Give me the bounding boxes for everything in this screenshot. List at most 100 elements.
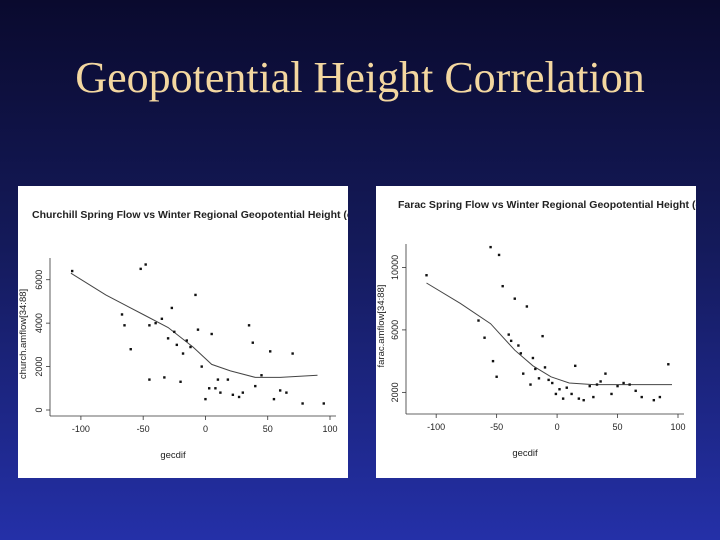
churchill-data-point	[210, 332, 213, 336]
churchill-data-point	[219, 391, 222, 394]
churchill-smooth-line	[70, 272, 318, 378]
farac-data-point	[537, 377, 541, 380]
farac-y-axis-label: farac.amflow[34:88]	[376, 285, 387, 368]
farac-data-point	[534, 367, 537, 371]
farac-data-point	[513, 297, 516, 300]
churchill-x-tick-label: 100	[322, 424, 337, 434]
churchill-data-point	[196, 328, 200, 331]
churchill-data-point	[204, 397, 207, 401]
churchill-data-point	[166, 337, 170, 340]
churchill-x-axis-label: gecdif	[160, 450, 186, 461]
slide-title: Geopotential Height Correlation	[75, 53, 645, 102]
churchill-data-point	[181, 352, 185, 355]
farac-smooth-line	[426, 282, 672, 386]
churchill-data-point	[241, 391, 245, 394]
churchill-y-tick-label: 6000	[34, 270, 44, 290]
farac-data-point	[497, 253, 501, 257]
farac-data-point	[551, 381, 554, 385]
farac-data-point	[507, 333, 510, 336]
farac-data-point	[491, 359, 495, 363]
farac-x-tick-label: 0	[555, 422, 560, 432]
farac-data-point	[525, 305, 529, 308]
farac-data-point	[543, 366, 547, 369]
farac-data-point	[577, 397, 581, 400]
farac-data-point	[519, 352, 523, 355]
farac-data-point	[634, 389, 637, 393]
farac-data-point	[483, 336, 486, 339]
farac-data-point	[517, 344, 520, 347]
churchill-data-point	[179, 380, 182, 383]
farac-data-point	[541, 334, 544, 338]
churchill-data-point	[185, 339, 188, 342]
churchill-x-tick-label: -100	[72, 424, 90, 434]
farac-chart-title: Farac Spring Flow vs Winter Regional Geo…	[398, 199, 696, 211]
farac-data-point	[640, 395, 643, 399]
churchill-data-point	[285, 391, 288, 394]
farac-data-point	[622, 381, 625, 385]
churchill-data-point	[291, 352, 294, 355]
churchill-data-point	[173, 330, 176, 334]
churchill-data-point	[163, 376, 166, 379]
farac-data-point	[582, 398, 585, 402]
churchill-y-tick-label: 2000	[34, 357, 44, 377]
farac-data-point	[570, 392, 573, 396]
farac-data-point	[477, 319, 480, 322]
churchill-data-point	[237, 395, 241, 399]
farac-data-point	[658, 395, 662, 399]
farac-data-point	[489, 245, 492, 249]
farac-data-point	[529, 383, 532, 386]
churchill-data-point	[278, 389, 282, 392]
churchill-data-point	[120, 313, 124, 316]
farac-data-point	[604, 372, 607, 375]
churchill-scatter-plot: Churchill Spring Flow vs Winter Regional…	[18, 209, 397, 461]
churchill-x-tick-label: 50	[263, 424, 273, 434]
farac-data-point	[522, 372, 525, 375]
churchill-chart-title: Churchill Spring Flow vs Winter Regional…	[32, 209, 348, 221]
farac-data-point	[595, 383, 599, 386]
farac-data-point	[558, 388, 561, 391]
churchill-data-point	[148, 378, 151, 381]
churchill-data-point	[226, 378, 230, 381]
churchill-data-point	[154, 321, 157, 325]
churchill-y-axis-label: church.amflow[34:88]	[18, 289, 29, 379]
farac-data-point	[610, 392, 613, 396]
farac-data-point	[565, 386, 568, 389]
farac-data-point	[599, 380, 602, 383]
churchill-y-tick-label: 4000	[34, 313, 44, 333]
churchill-data-point	[231, 393, 235, 396]
churchill-data-point	[254, 384, 257, 388]
churchill-data-point	[148, 324, 151, 327]
farac-x-axis-label: gecdif	[512, 448, 538, 459]
churchill-data-point	[272, 397, 276, 401]
churchill-data-point	[194, 293, 197, 297]
farac-data-point	[561, 397, 565, 400]
farac-data-point	[592, 395, 595, 399]
churchill-data-point	[251, 341, 254, 344]
churchill-data-point	[175, 343, 179, 347]
churchill-data-point	[144, 263, 147, 266]
farac-data-point	[554, 392, 558, 396]
farac-data-point	[531, 356, 535, 360]
farac-data-point	[574, 364, 577, 368]
churchill-data-point	[170, 306, 174, 310]
churchill-data-point	[269, 350, 272, 353]
farac-x-tick-label: -50	[490, 422, 503, 432]
farac-data-point	[588, 384, 591, 388]
farac-x-tick-label: -100	[427, 422, 445, 432]
farac-y-tick-label: 2000	[390, 382, 400, 402]
farac-data-point	[652, 398, 656, 402]
farac-x-tick-label: 100	[670, 422, 685, 432]
churchill-x-tick-label: 0	[203, 424, 208, 434]
farac-data-point	[509, 339, 513, 343]
churchill-data-point	[301, 402, 304, 405]
farac-data-point	[495, 375, 498, 378]
churchill-data-point	[200, 365, 203, 368]
churchill-x-tick-label: -50	[137, 424, 150, 434]
churchill-data-point	[160, 317, 164, 320]
churchill-data-point	[247, 324, 251, 327]
farac-y-tick-label: 10000	[390, 255, 400, 280]
farac-data-point	[628, 383, 631, 386]
churchill-data-point	[189, 345, 192, 349]
farac-chart-panel: Farac Spring Flow vs Winter Regional Geo…	[376, 186, 720, 478]
farac-data-point	[501, 284, 504, 288]
